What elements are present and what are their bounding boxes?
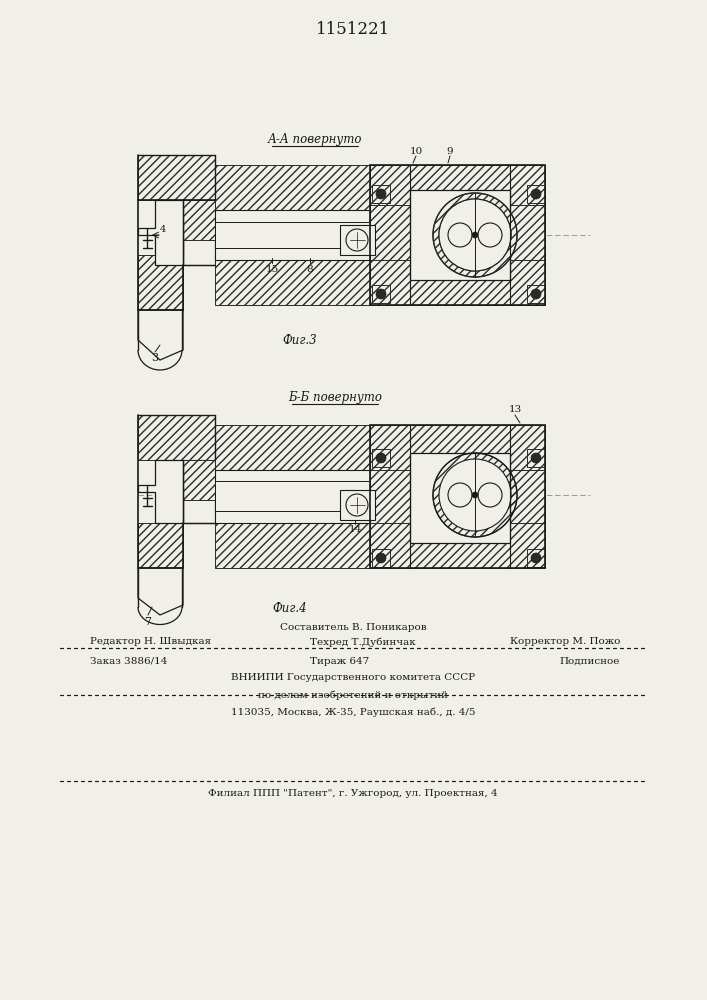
- Bar: [215, 523, 370, 568]
- Circle shape: [472, 232, 478, 238]
- Text: 15: 15: [265, 265, 279, 274]
- Bar: [138, 415, 215, 460]
- Circle shape: [531, 189, 541, 199]
- Text: 8: 8: [307, 265, 313, 274]
- Text: 14: 14: [349, 526, 361, 534]
- Bar: [183, 200, 215, 265]
- Bar: [527, 185, 545, 203]
- Bar: [410, 453, 510, 543]
- Text: Корректор М. Пожо: Корректор М. Пожо: [510, 638, 620, 647]
- Bar: [372, 449, 390, 467]
- Circle shape: [439, 199, 511, 271]
- Bar: [527, 449, 545, 467]
- Text: Фиг.3: Фиг.3: [283, 334, 317, 347]
- Bar: [215, 222, 370, 248]
- Text: 113035, Москва, Ж-35, Раушская наб., д. 4/5: 113035, Москва, Ж-35, Раушская наб., д. …: [230, 707, 475, 717]
- Text: 3: 3: [151, 353, 158, 363]
- Bar: [510, 205, 545, 260]
- Bar: [340, 490, 375, 520]
- Text: 10: 10: [409, 147, 423, 156]
- Bar: [527, 285, 545, 303]
- Circle shape: [346, 494, 368, 516]
- Bar: [215, 260, 370, 305]
- Text: Тираж 647: Тираж 647: [310, 656, 369, 666]
- Circle shape: [346, 229, 368, 251]
- Bar: [183, 460, 215, 523]
- Circle shape: [439, 459, 511, 531]
- Text: Редактор Н. Швыдкая: Редактор Н. Швыдкая: [90, 638, 211, 647]
- Text: Фиг.4: Фиг.4: [273, 601, 308, 614]
- Bar: [138, 155, 215, 200]
- Text: Филиал ППП "Патент", г. Ужгород, ул. Проектная, 4: Филиал ППП "Патент", г. Ужгород, ул. Про…: [208, 788, 498, 798]
- Bar: [215, 481, 370, 511]
- Bar: [372, 285, 390, 303]
- Bar: [370, 165, 545, 305]
- Polygon shape: [138, 200, 183, 265]
- Circle shape: [448, 223, 472, 247]
- Bar: [370, 165, 545, 205]
- Circle shape: [531, 553, 541, 563]
- Bar: [340, 225, 375, 255]
- Bar: [510, 470, 545, 523]
- Text: Заказ 3886/14: Заказ 3886/14: [90, 656, 168, 666]
- Bar: [372, 185, 390, 203]
- Circle shape: [376, 553, 386, 563]
- Bar: [215, 210, 370, 260]
- Circle shape: [472, 492, 478, 498]
- Polygon shape: [138, 310, 183, 360]
- Bar: [410, 190, 510, 280]
- Circle shape: [376, 289, 386, 299]
- Text: А-А повернуто: А-А повернуто: [268, 133, 362, 146]
- Circle shape: [478, 483, 502, 507]
- Text: Б-Б повернуто: Б-Б повернуто: [288, 391, 382, 404]
- Bar: [215, 470, 370, 523]
- Circle shape: [531, 289, 541, 299]
- Text: 7: 7: [144, 617, 151, 627]
- Bar: [138, 523, 183, 568]
- Text: Техред Т.Дубинчак: Техред Т.Дубинчак: [310, 637, 416, 647]
- Text: 13: 13: [508, 406, 522, 414]
- Text: по делам изобретений и открытий: по делам изобретений и открытий: [258, 690, 448, 700]
- Bar: [370, 425, 545, 470]
- Polygon shape: [138, 568, 183, 615]
- Bar: [370, 425, 545, 568]
- Circle shape: [478, 223, 502, 247]
- Bar: [215, 425, 370, 470]
- Bar: [215, 165, 370, 210]
- Circle shape: [439, 199, 511, 271]
- Bar: [372, 549, 390, 567]
- Bar: [370, 470, 410, 523]
- Bar: [183, 460, 215, 500]
- Text: 4: 4: [160, 226, 166, 234]
- Bar: [527, 549, 545, 567]
- Bar: [155, 235, 183, 243]
- Bar: [370, 260, 545, 305]
- Bar: [370, 523, 545, 568]
- Bar: [138, 255, 183, 310]
- Circle shape: [376, 189, 386, 199]
- Circle shape: [376, 453, 386, 463]
- Circle shape: [433, 193, 517, 277]
- Text: 1151221: 1151221: [316, 21, 390, 38]
- Text: Подписное: Подписное: [560, 656, 620, 666]
- Circle shape: [531, 453, 541, 463]
- Circle shape: [448, 483, 472, 507]
- Bar: [183, 200, 215, 240]
- Text: Составитель В. Поникаров: Составитель В. Поникаров: [280, 624, 426, 633]
- Bar: [370, 205, 410, 260]
- Text: 9: 9: [447, 147, 453, 156]
- Bar: [155, 243, 183, 255]
- Text: ВНИИПИ Государственного комитета СССР: ВНИИПИ Государственного комитета СССР: [231, 674, 475, 682]
- Polygon shape: [138, 460, 183, 523]
